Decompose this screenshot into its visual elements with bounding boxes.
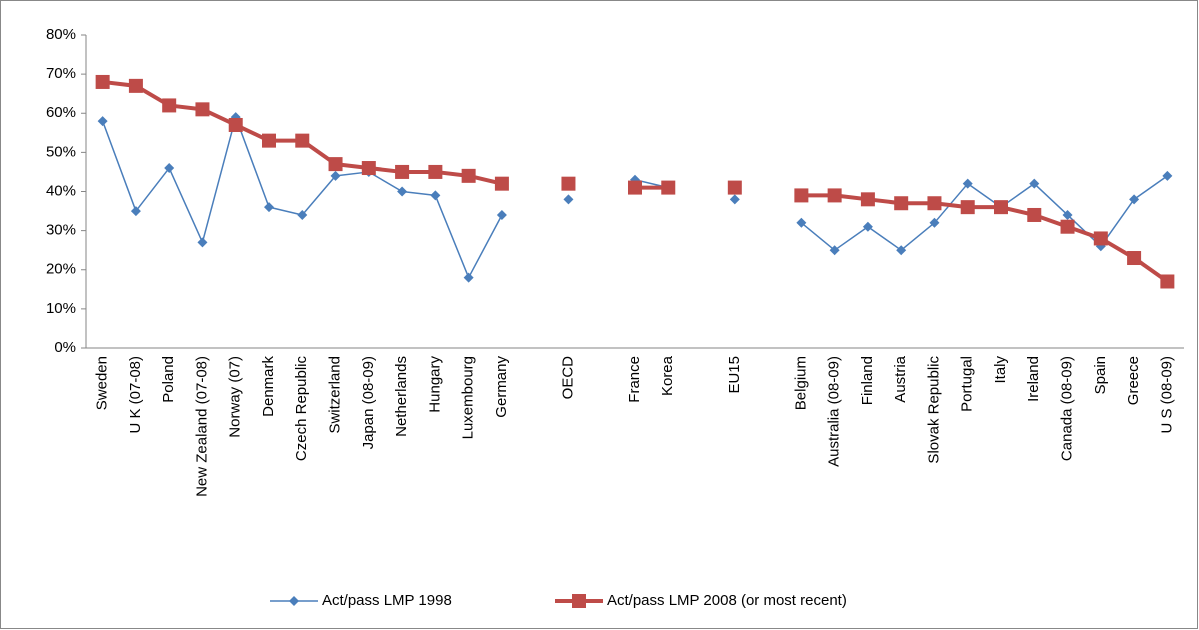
point — [1093, 231, 1108, 246]
point — [628, 180, 642, 195]
point — [428, 164, 443, 179]
y-tick-label: 20% — [46, 261, 76, 278]
point — [328, 157, 343, 172]
point — [496, 209, 507, 220]
legend-marker — [289, 596, 299, 606]
point — [295, 133, 310, 148]
point — [796, 217, 807, 228]
y-tick-label: 50% — [46, 143, 76, 160]
x-tick-label: Ireland — [1025, 356, 1042, 402]
point — [330, 170, 341, 181]
x-tick-label: Korea — [659, 355, 676, 396]
point — [162, 98, 177, 113]
y-tick-label: 80% — [46, 26, 76, 43]
x-tick-label: Norway (07) — [227, 356, 244, 438]
point — [994, 200, 1008, 215]
point — [197, 237, 208, 248]
y-tick-label: 0% — [54, 339, 76, 356]
x-tick-label: Spain — [1092, 356, 1109, 394]
x-tick-label: Greece — [1125, 356, 1142, 405]
point — [862, 221, 873, 232]
point — [130, 206, 141, 217]
x-tick-label: Australia (08-09) — [826, 356, 843, 467]
legend-label: Act/pass LMP 2008 (or most recent) — [607, 592, 847, 609]
x-tick-label: Canada (08-09) — [1059, 356, 1076, 461]
point — [860, 192, 875, 207]
point — [829, 245, 840, 256]
point — [661, 180, 676, 195]
point — [361, 161, 376, 176]
point — [1160, 274, 1175, 289]
point — [97, 116, 108, 127]
point — [297, 209, 308, 220]
point — [727, 180, 742, 195]
point — [827, 188, 842, 203]
x-tick-label: OECD — [559, 356, 576, 400]
x-tick-label: U K (07-08) — [127, 356, 144, 434]
point — [264, 202, 274, 213]
point — [195, 102, 210, 117]
x-tick-label: Denmark — [260, 356, 277, 417]
point — [927, 196, 942, 211]
x-tick-label: France — [626, 356, 643, 403]
point — [896, 245, 907, 256]
point — [1060, 219, 1075, 234]
point — [1129, 194, 1140, 205]
x-tick-label: EU15 — [726, 356, 743, 394]
point — [729, 194, 740, 205]
x-tick-label: Netherlands — [393, 356, 410, 437]
x-tick-label: Switzerland — [327, 356, 344, 434]
point — [1029, 178, 1040, 189]
x-tick-label: Italy — [992, 356, 1009, 384]
point — [1162, 170, 1173, 181]
x-tick-label: Finland — [859, 356, 876, 405]
point — [95, 74, 110, 89]
y-tick-label: 60% — [46, 104, 76, 121]
legend-label: Act/pass LMP 1998 — [322, 592, 452, 609]
point — [164, 163, 175, 174]
point — [794, 188, 809, 203]
y-tick-label: 10% — [46, 300, 76, 317]
point — [463, 272, 474, 283]
x-tick-label: Japan (08-09) — [360, 356, 377, 449]
x-tick-label: Poland — [160, 356, 177, 403]
point — [563, 194, 574, 205]
x-tick-label: New Zealand (07-08) — [193, 356, 210, 497]
point — [960, 200, 975, 215]
y-tick-label: 70% — [46, 65, 76, 82]
x-tick-label: Germany — [493, 356, 510, 418]
legend-marker — [572, 594, 586, 608]
x-tick-label: U S (08-09) — [1158, 356, 1175, 434]
x-tick-label: Austria — [892, 355, 909, 402]
point — [397, 186, 408, 197]
point — [561, 176, 576, 191]
point — [395, 164, 410, 179]
point — [494, 176, 509, 191]
point — [1127, 251, 1142, 266]
x-tick-label: Portugal — [959, 356, 976, 412]
point — [430, 190, 441, 201]
point — [262, 133, 276, 148]
y-tick-label: 30% — [46, 222, 76, 239]
point — [894, 196, 909, 211]
point — [461, 168, 476, 183]
point — [1062, 209, 1073, 220]
y-tick-label: 40% — [46, 182, 76, 199]
x-tick-label: Slovak Republic — [925, 356, 942, 464]
x-tick-label: Czech Republic — [293, 356, 310, 462]
point — [1027, 207, 1042, 222]
point — [962, 178, 973, 189]
x-tick-label: Hungary — [426, 356, 443, 413]
point — [929, 217, 940, 228]
x-tick-label: Luxembourg — [460, 356, 477, 439]
x-tick-label: Belgium — [792, 356, 809, 410]
x-tick-label: Sweden — [94, 356, 111, 410]
point — [228, 117, 243, 132]
point — [128, 78, 143, 93]
